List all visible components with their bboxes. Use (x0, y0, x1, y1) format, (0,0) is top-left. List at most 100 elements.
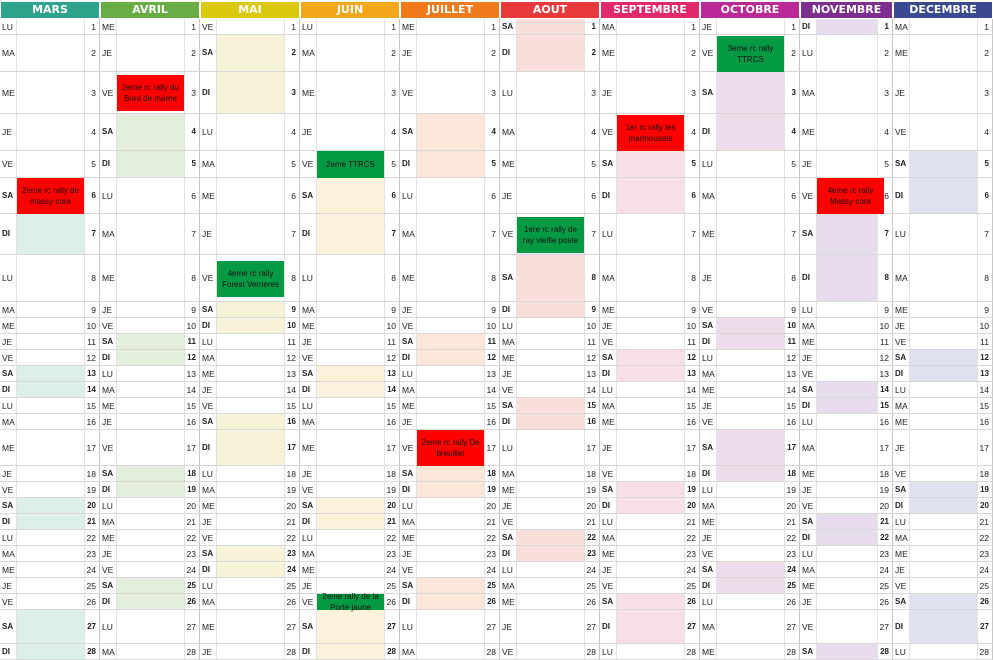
day-cell[interactable]: ME 3 (300, 72, 400, 114)
day-cell[interactable]: VE 11 (893, 334, 993, 350)
day-cell[interactable]: MA 2 (300, 35, 400, 72)
day-cell[interactable]: ME 15 (100, 398, 200, 414)
day-cell[interactable]: VE 23 (700, 546, 800, 562)
day-cell[interactable]: ME 8 (100, 255, 200, 302)
day-cell[interactable]: JE 18 (0, 466, 100, 482)
day-cell[interactable]: LU 5 (700, 151, 800, 178)
day-cell[interactable]: SA 26 (600, 594, 700, 610)
day-cell[interactable]: MA 27 (700, 610, 800, 644)
day-cell[interactable]: JE 23 (100, 546, 200, 562)
day-cell[interactable]: LU 7 (893, 214, 993, 255)
day-cell[interactable]: JE 27 (500, 610, 600, 644)
day-cell[interactable]: LU 12 (700, 350, 800, 366)
day-cell[interactable]: LU 23 (800, 546, 893, 562)
day-cell[interactable]: VE 15 (200, 398, 300, 414)
day-cell[interactable]: ME 6 (200, 178, 300, 214)
day-cell[interactable]: DI 24 (200, 562, 300, 578)
day-cell[interactable]: ME 28 (700, 644, 800, 660)
day-cell[interactable]: DI 5 (400, 151, 500, 178)
day-cell[interactable]: LU 19 (700, 482, 800, 498)
day-cell[interactable]: ME 1 (100, 19, 200, 35)
day-cell[interactable]: DI 16 (500, 414, 600, 430)
day-cell[interactable]: SA 19 (893, 482, 993, 498)
day-cell[interactable]: MA 21 (400, 514, 500, 530)
day-cell[interactable]: VE 27 (800, 610, 893, 644)
event-block[interactable]: 2eme rally de la Porte jaune (317, 592, 384, 612)
day-cell[interactable]: JE 5 (800, 151, 893, 178)
day-cell[interactable]: MA 7 (100, 214, 200, 255)
day-cell[interactable]: LU 16 (800, 414, 893, 430)
day-cell[interactable]: VE 10 (400, 318, 500, 334)
day-cell[interactable]: MA 21 (100, 514, 200, 530)
day-cell[interactable]: MA 26 (200, 594, 300, 610)
day-cell[interactable]: JE 3 (600, 72, 700, 114)
day-cell[interactable]: ME 22 (100, 530, 200, 546)
day-cell[interactable]: JE 26 (800, 594, 893, 610)
day-cell[interactable]: ME 7 (700, 214, 800, 255)
day-cell[interactable]: ME 24 (0, 562, 100, 578)
day-cell[interactable]: MA 4 (500, 114, 600, 151)
day-cell[interactable]: VE 10 (100, 318, 200, 334)
day-cell[interactable]: SA 19 (600, 482, 700, 498)
day-cell[interactable]: LU 17 (500, 430, 600, 466)
day-cell[interactable]: VE 25 (893, 578, 993, 594)
day-cell[interactable]: VE 28 (500, 644, 600, 660)
day-cell[interactable]: VE 11 (600, 334, 700, 350)
day-cell[interactable]: ME 26 (500, 594, 600, 610)
day-cell[interactable]: SA 3 (700, 72, 800, 114)
day-cell[interactable]: ME 17 (0, 430, 100, 466)
day-cell[interactable]: JE 10 (600, 318, 700, 334)
day-cell[interactable]: DI 23 (500, 546, 600, 562)
event-block[interactable]: 4eme rc rally Forest Verrieres (217, 260, 284, 297)
day-cell[interactable]: JE 11 (0, 334, 100, 350)
day-cell[interactable]: VE 18 (600, 466, 700, 482)
day-cell[interactable]: MA 20 (700, 498, 800, 514)
day-cell[interactable]: SA 17 (700, 430, 800, 466)
day-cell[interactable]: DI 6 (600, 178, 700, 214)
day-cell[interactable]: DI 21 (300, 514, 400, 530)
day-cell[interactable]: VE 18 (893, 466, 993, 482)
day-cell[interactable]: JE 3 (893, 72, 993, 114)
day-cell[interactable]: SA 11 (400, 334, 500, 350)
day-cell[interactable]: LU 8 (0, 255, 100, 302)
day-cell[interactable]: ME 13 (200, 366, 300, 382)
day-cell[interactable]: VE 24 (400, 562, 500, 578)
day-cell[interactable]: DI 25 (700, 578, 800, 594)
day-cell[interactable]: VE 12 (300, 350, 400, 366)
day-cell[interactable]: JE 25 (0, 578, 100, 594)
day-cell[interactable]: MA 22 (893, 530, 993, 546)
day-cell[interactable]: MA 5 (200, 151, 300, 178)
day-cell[interactable]: ME 20 (200, 498, 300, 514)
day-cell[interactable]: VE 16 (700, 414, 800, 430)
day-cell[interactable]: JE 17 (893, 430, 993, 466)
day-cell[interactable]: DI 13 (893, 366, 993, 382)
day-cell[interactable]: ME 10 (300, 318, 400, 334)
day-cell[interactable]: VE 7 (500, 214, 600, 255)
day-cell[interactable]: SA 2 (200, 35, 300, 72)
day-cell[interactable]: SA 7 (800, 214, 893, 255)
day-cell[interactable]: DI 27 (600, 610, 700, 644)
day-cell[interactable]: ME 21 (700, 514, 800, 530)
event-block[interactable]: 2eme rc rally du Bord de marne (117, 75, 184, 111)
day-cell[interactable]: DI 20 (600, 498, 700, 514)
day-cell[interactable]: MA 16 (300, 414, 400, 430)
event-block[interactable]: 4eme rc rally Massy cora (817, 178, 884, 214)
day-cell[interactable]: LU 2 (800, 35, 893, 72)
day-cell[interactable]: LU 25 (200, 578, 300, 594)
day-cell[interactable]: SA 5 (600, 151, 700, 178)
day-cell[interactable]: VE 24 (100, 562, 200, 578)
day-cell[interactable]: VE 2 (700, 35, 800, 72)
day-cell[interactable]: MA 23 (0, 546, 100, 562)
day-cell[interactable]: JE 6 (500, 178, 600, 214)
day-cell[interactable]: DI 10 (200, 318, 300, 334)
day-cell[interactable]: ME 12 (500, 350, 600, 366)
day-cell[interactable]: VE 25 (600, 578, 700, 594)
day-cell[interactable]: SA 25 (400, 578, 500, 594)
day-cell[interactable]: MA 9 (0, 302, 100, 318)
day-cell[interactable]: MA 8 (893, 255, 993, 302)
day-cell[interactable]: LU 20 (100, 498, 200, 514)
day-cell[interactable]: DI 17 (200, 430, 300, 466)
day-cell[interactable]: ME 10 (0, 318, 100, 334)
day-cell[interactable]: ME 11 (800, 334, 893, 350)
day-cell[interactable]: VE 19 (300, 482, 400, 498)
